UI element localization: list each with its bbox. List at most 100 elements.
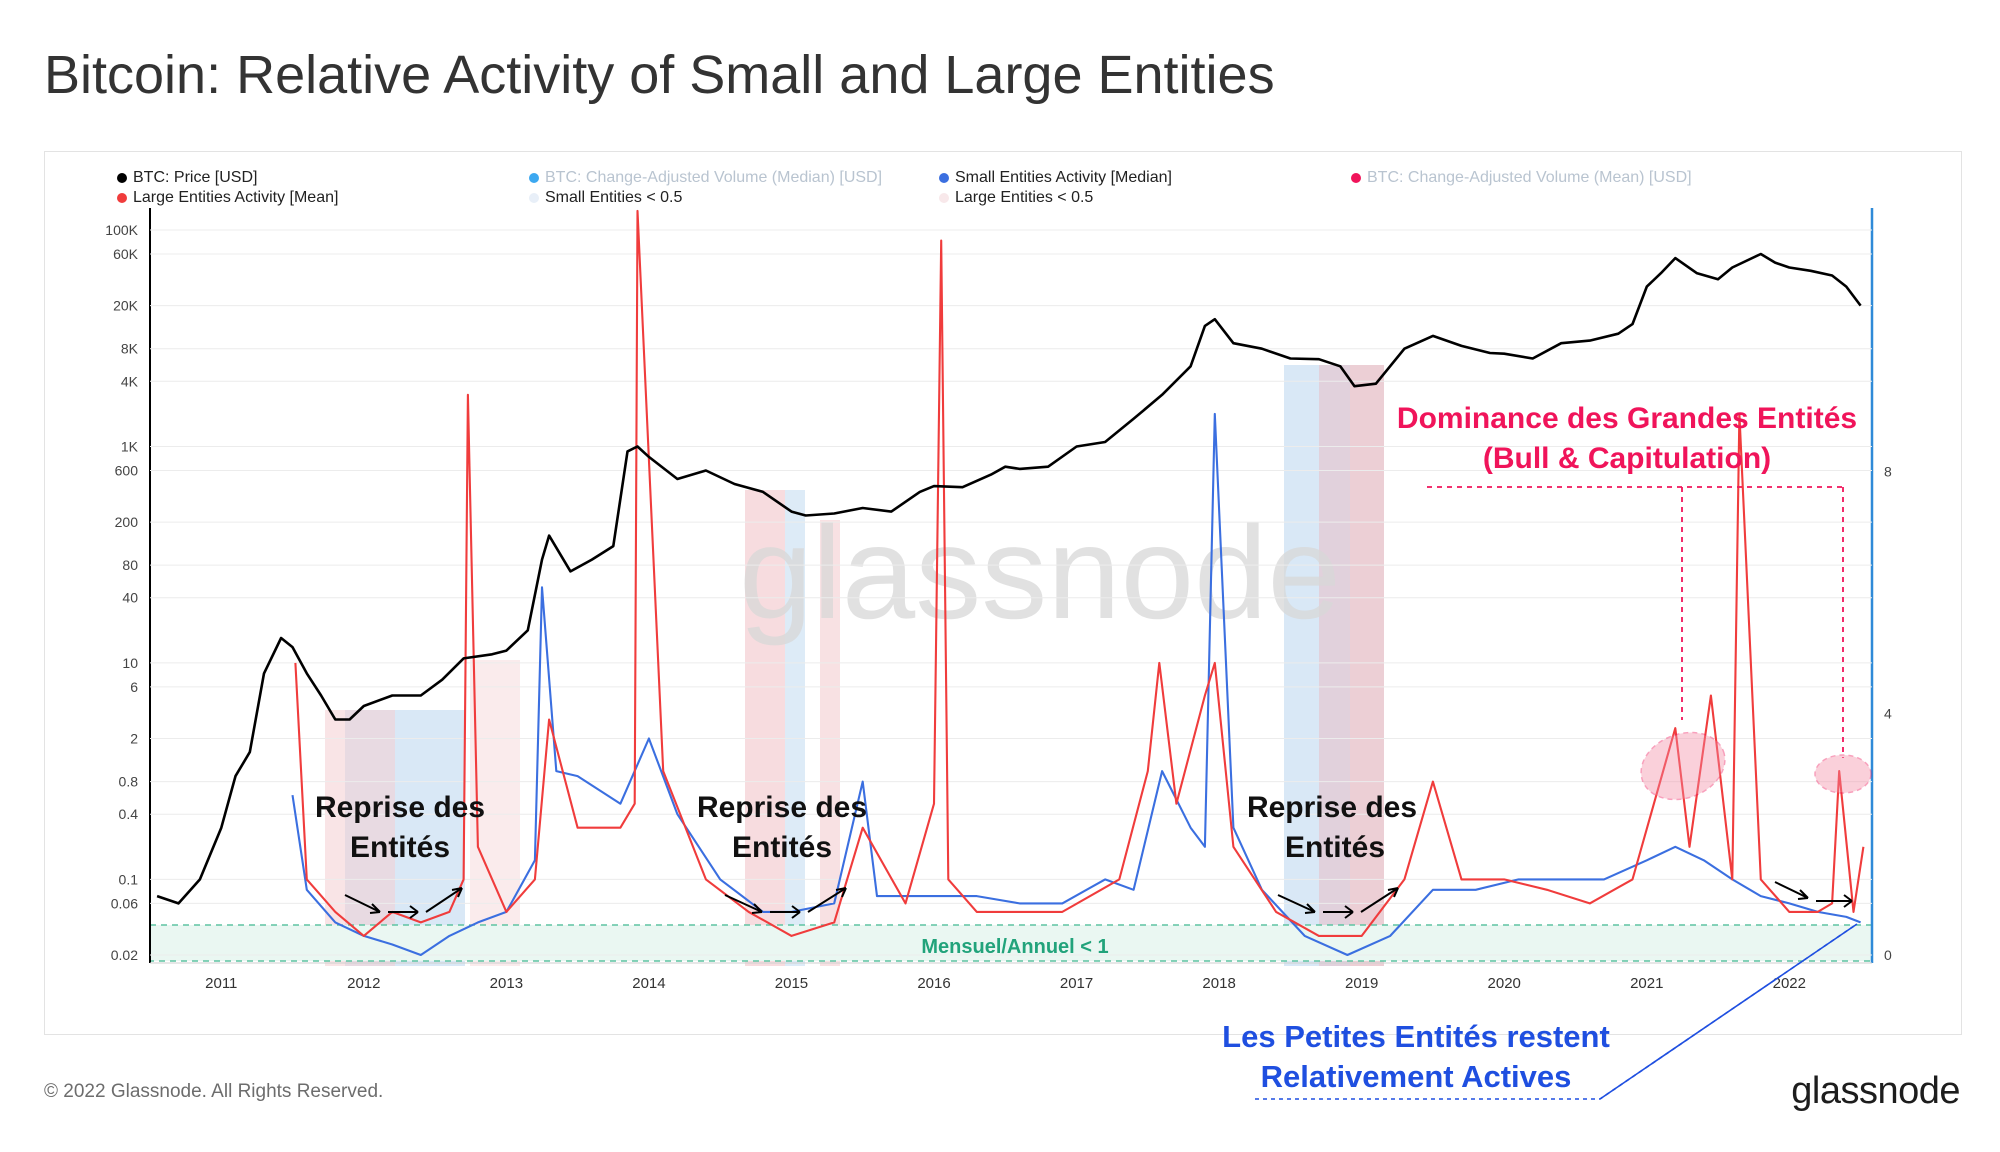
- legend-dot: [117, 192, 127, 203]
- legend-dot: [939, 192, 949, 203]
- annotation-recovery-2019: Reprise des Entités: [1247, 791, 1417, 919]
- annotation-text: Entités: [1285, 831, 1385, 864]
- right-axis-tick-label: 4: [1884, 705, 1892, 721]
- small-entity-band: [1284, 365, 1319, 966]
- x-axis-tick-label: 2021: [1630, 975, 1663, 992]
- right-axis-tick-label: 8: [1884, 464, 1892, 480]
- legend-label: BTC: Change-Adjusted Volume (Mean) [USD]: [1367, 169, 1692, 186]
- left-axis-tick-label: 6: [130, 679, 138, 695]
- x-axis-ticks: 2011 2012 2013 2014 2015 2016 2017 2018 2019 2020…: [205, 975, 1806, 992]
- x-axis-tick-label: 2020: [1488, 975, 1521, 992]
- x-axis-tick-label: 2019: [1345, 975, 1378, 992]
- legend-label: BTC: Change-Adjusted Volume (Median) [US…: [545, 169, 883, 186]
- threshold-label: Mensuel/Annuel < 1: [921, 936, 1108, 958]
- annotation-text: Entités: [732, 831, 832, 864]
- legend-dot: [529, 192, 539, 203]
- arrow: [724, 894, 763, 914]
- legend-item-large-below[interactable]: Large Entities < 0.5: [939, 189, 1093, 207]
- legend-item-small-below[interactable]: Small Entities < 0.5: [529, 189, 682, 207]
- left-axis-tick-label: 1K: [121, 438, 139, 454]
- legend-dot: [939, 172, 949, 183]
- left-axis-tick-label: 600: [115, 462, 139, 478]
- annotation-text: Reprise des: [315, 791, 485, 824]
- large-entity-band: [1350, 365, 1384, 966]
- arrow: [770, 905, 801, 919]
- x-axis-tick-label: 2011: [205, 975, 237, 992]
- large-entity-band: [820, 520, 840, 966]
- x-axis-tick-label: 2013: [490, 975, 523, 992]
- left-axis-tick-label: 0.8: [119, 774, 139, 790]
- annotation-recovery-2015: Reprise des Entités: [697, 791, 867, 919]
- legend-item-volume-mean[interactable]: BTC: Change-Adjusted Volume (Mean) [USD]: [1351, 169, 1692, 187]
- arrow: [425, 887, 463, 913]
- highlight-ellipse: [1814, 754, 1872, 794]
- series-line: [294, 209, 1865, 937]
- annotation-recovery-2012: Reprise des Entités: [315, 791, 485, 919]
- legend-label: Large Entities < 0.5: [955, 189, 1094, 206]
- series-line: [291, 412, 1861, 957]
- annotation-text: Entités: [350, 831, 450, 864]
- small-entity-band: [785, 490, 805, 966]
- legend-item-small-entities[interactable]: Small Entities Activity [Median]: [939, 169, 1172, 187]
- left-axis-tick-label: 80: [122, 557, 138, 573]
- annotation-text: Dominance des Grandes Entités: [1397, 402, 1857, 435]
- legend-item-price[interactable]: BTC: Price [USD]: [117, 169, 257, 187]
- gridlines: [150, 229, 1872, 956]
- left-axis-tick-label: 100K: [105, 222, 138, 238]
- arrow: [1816, 894, 1853, 908]
- legend-label: BTC: Price [USD]: [133, 169, 258, 186]
- annotation-dominance: Dominance des Grandes Entités (Bull & Ca…: [1397, 402, 1872, 908]
- x-axis-tick-label: 2015: [775, 975, 808, 992]
- legend-label: Small Entities < 0.5: [545, 189, 683, 206]
- x-axis-tick-label: 2012: [347, 975, 380, 992]
- left-axis-tick-label: 8K: [121, 341, 139, 357]
- annotation-text: Les Petites Entités restent: [1222, 1019, 1610, 1054]
- x-axis-tick-label: 2022: [1773, 975, 1806, 992]
- pointer-line: [1599, 923, 1858, 1100]
- arrow: [1774, 881, 1809, 900]
- x-axis-tick-label: 2014: [632, 975, 665, 992]
- annotation-text: Reprise des: [1247, 791, 1417, 824]
- highlight-ellipse: [1640, 731, 1726, 801]
- right-axis-ticks: 8 4 0: [1884, 464, 1892, 963]
- annotation-small-entities: Les Petites Entités restent Relativement…: [1222, 923, 1858, 1100]
- dashed-bracket: [1427, 486, 1844, 758]
- left-axis-tick-label: 60K: [113, 246, 139, 262]
- brand-logo: glassnode: [1791, 1070, 1960, 1112]
- legend-label: Small Entities Activity [Median]: [955, 169, 1172, 186]
- legend-item-large-entities[interactable]: Large Entities Activity [Mean]: [117, 189, 338, 207]
- annotation-text: Reprise des: [697, 791, 867, 824]
- x-axis-tick-label: 2016: [917, 975, 950, 992]
- page-title: Bitcoin: Relative Activity of Small and …: [44, 45, 1275, 105]
- series-group: [156, 209, 1865, 957]
- left-axis-tick-label: 2: [130, 731, 138, 747]
- x-axis-tick-label: 2017: [1060, 975, 1093, 992]
- right-axis-tick-label: 0: [1884, 947, 1892, 963]
- watermark: glassnode: [739, 499, 1341, 646]
- arrow: [388, 905, 419, 919]
- footer-copyright: © 2022 Glassnode. All Rights Reserved.: [44, 1081, 384, 1102]
- arrow: [1360, 887, 1399, 913]
- legend-label: Large Entities Activity [Mean]: [133, 189, 339, 206]
- left-axis-ticks: 100K 60K 20K 8K 4K 1K 600 200 80 40 10 6 2 0.8 0.4 0.1 0…: [105, 222, 138, 963]
- left-axis-tick-label: 4K: [121, 373, 139, 389]
- left-axis-tick-label: 0.06: [111, 895, 138, 911]
- legend-dot: [117, 172, 127, 183]
- left-axis-tick-label: 40: [122, 590, 138, 606]
- left-axis-tick-label: 0.4: [119, 806, 139, 822]
- legend-dot: [529, 172, 539, 183]
- x-axis-tick-label: 2018: [1202, 975, 1235, 992]
- left-axis-tick-label: 0.02: [111, 947, 138, 963]
- legend-item-volume-median[interactable]: BTC: Change-Adjusted Volume (Median) [US…: [529, 169, 882, 187]
- arrow: [807, 887, 847, 913]
- arrow: [1323, 905, 1354, 919]
- legend-dot: [1351, 172, 1361, 183]
- arrow: [1277, 894, 1316, 914]
- annotation-text: (Bull & Capitulation): [1483, 442, 1771, 475]
- left-axis-tick-label: 20K: [113, 298, 139, 314]
- series-line: [156, 252, 1862, 905]
- large-entity-band: [745, 490, 785, 966]
- left-axis-tick-label: 10: [122, 655, 138, 671]
- left-axis-tick-label: 0.1: [119, 871, 139, 887]
